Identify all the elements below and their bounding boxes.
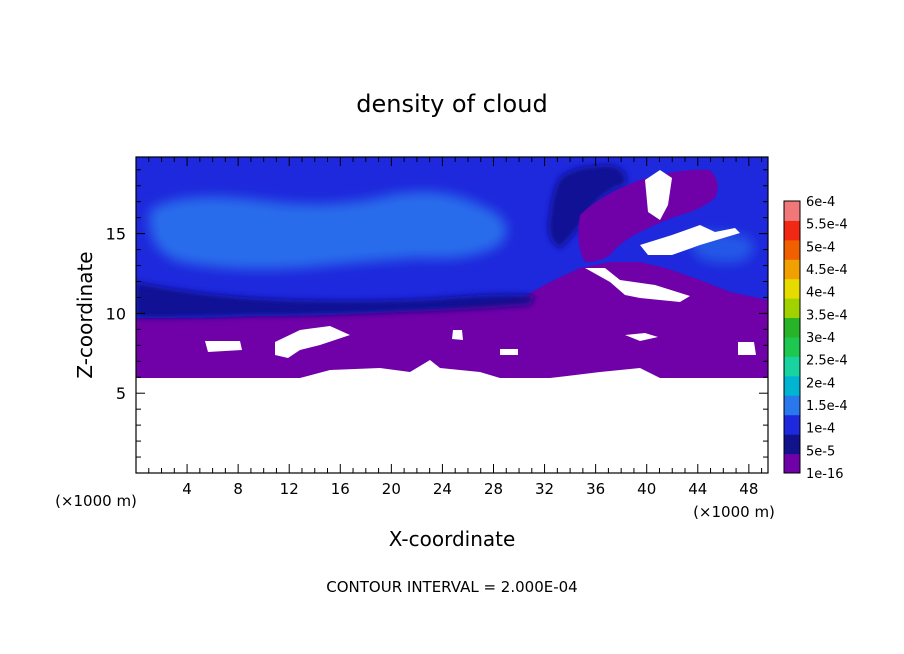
colorbar-label: 2e-4 (806, 376, 835, 391)
y-axis-label: Z-coordinate (73, 251, 97, 378)
colorbar-swatch (784, 239, 800, 260)
colorbar-swatch (784, 395, 800, 416)
x-tick-label: 36 (586, 480, 605, 498)
colorbar-label: 1.5e-4 (806, 399, 848, 414)
cloud-edge-dark (548, 165, 626, 248)
x-unit-label-left: (×1000 m) (55, 492, 137, 510)
y-tick-label: 10 (106, 304, 126, 323)
plot-area (136, 157, 768, 473)
y-axis-ticks: 5 10 15 (106, 169, 768, 458)
colorbar-swatch (784, 278, 800, 299)
dry-intrusion (578, 169, 718, 262)
x-tick-label: 8 (233, 480, 243, 498)
cloud-base-dark (136, 282, 535, 318)
colorbar-label: 3e-4 (806, 331, 835, 346)
x-unit-label-right: (×1000 m) (693, 503, 775, 521)
clear-patches (136, 170, 768, 473)
x-tick-label: 32 (535, 480, 554, 498)
colorbar-swatch (784, 201, 800, 221)
colorbar-swatch (784, 337, 800, 357)
x-tick-label: 4 (182, 480, 192, 498)
x-tick-label: 12 (280, 480, 299, 498)
y-tick-label: 15 (106, 225, 126, 244)
colorbar-label: 2.5e-4 (806, 354, 848, 369)
colorbar-swatch (784, 220, 800, 241)
colorbar-label: 5e-5 (806, 444, 835, 459)
chart-title: density of cloud (356, 90, 547, 118)
colorbar-label: 3.5e-4 (806, 308, 848, 323)
x-tick-label: 24 (433, 480, 452, 498)
colorbar-swatch (784, 375, 800, 396)
x-tick-label: 48 (739, 480, 758, 498)
colorbar-label: 6e-4 (806, 195, 835, 210)
contour-interval-note: CONTOUR INTERVAL = 2.000E-04 (326, 578, 577, 596)
plot-frame (135, 156, 769, 474)
colorbar-swatch (784, 356, 800, 377)
x-tick-label: 44 (688, 480, 707, 498)
colorbar-label: 1e-16 (806, 467, 844, 482)
colorbar-label: 5e-4 (806, 240, 835, 255)
colorbar: 1e-16 5e-5 1e-4 1.5e-4 2e-4 2.5e-4 3e-4 3.5e-4 4… (783, 195, 848, 482)
cloud-core (149, 191, 507, 270)
x-tick-label: 40 (637, 480, 656, 498)
colorbar-label: 1e-4 (806, 422, 835, 437)
x-tick-label: 28 (484, 480, 503, 498)
colorbar-frame (783, 200, 801, 474)
colorbar-swatch (784, 414, 800, 435)
colorbar-swatch (784, 259, 800, 280)
colorbar-swatch (784, 317, 800, 338)
colorbar-label: 4e-4 (806, 286, 835, 301)
x-axis-ticks: 4 8 12 16 20 24 28 32 36 40 44 48 (148, 157, 763, 498)
colorbar-label: 5.5e-4 (806, 218, 848, 233)
colorbar-swatch (784, 298, 800, 319)
x-tick-label: 20 (382, 480, 401, 498)
colorbar-swatch (784, 434, 800, 455)
colorbar-label: 4.5e-4 (806, 263, 848, 278)
x-tick-label: 16 (331, 480, 350, 498)
colorbar-swatch (784, 453, 800, 474)
y-tick-label: 5 (116, 384, 126, 403)
x-axis-label: X-coordinate (389, 527, 516, 551)
